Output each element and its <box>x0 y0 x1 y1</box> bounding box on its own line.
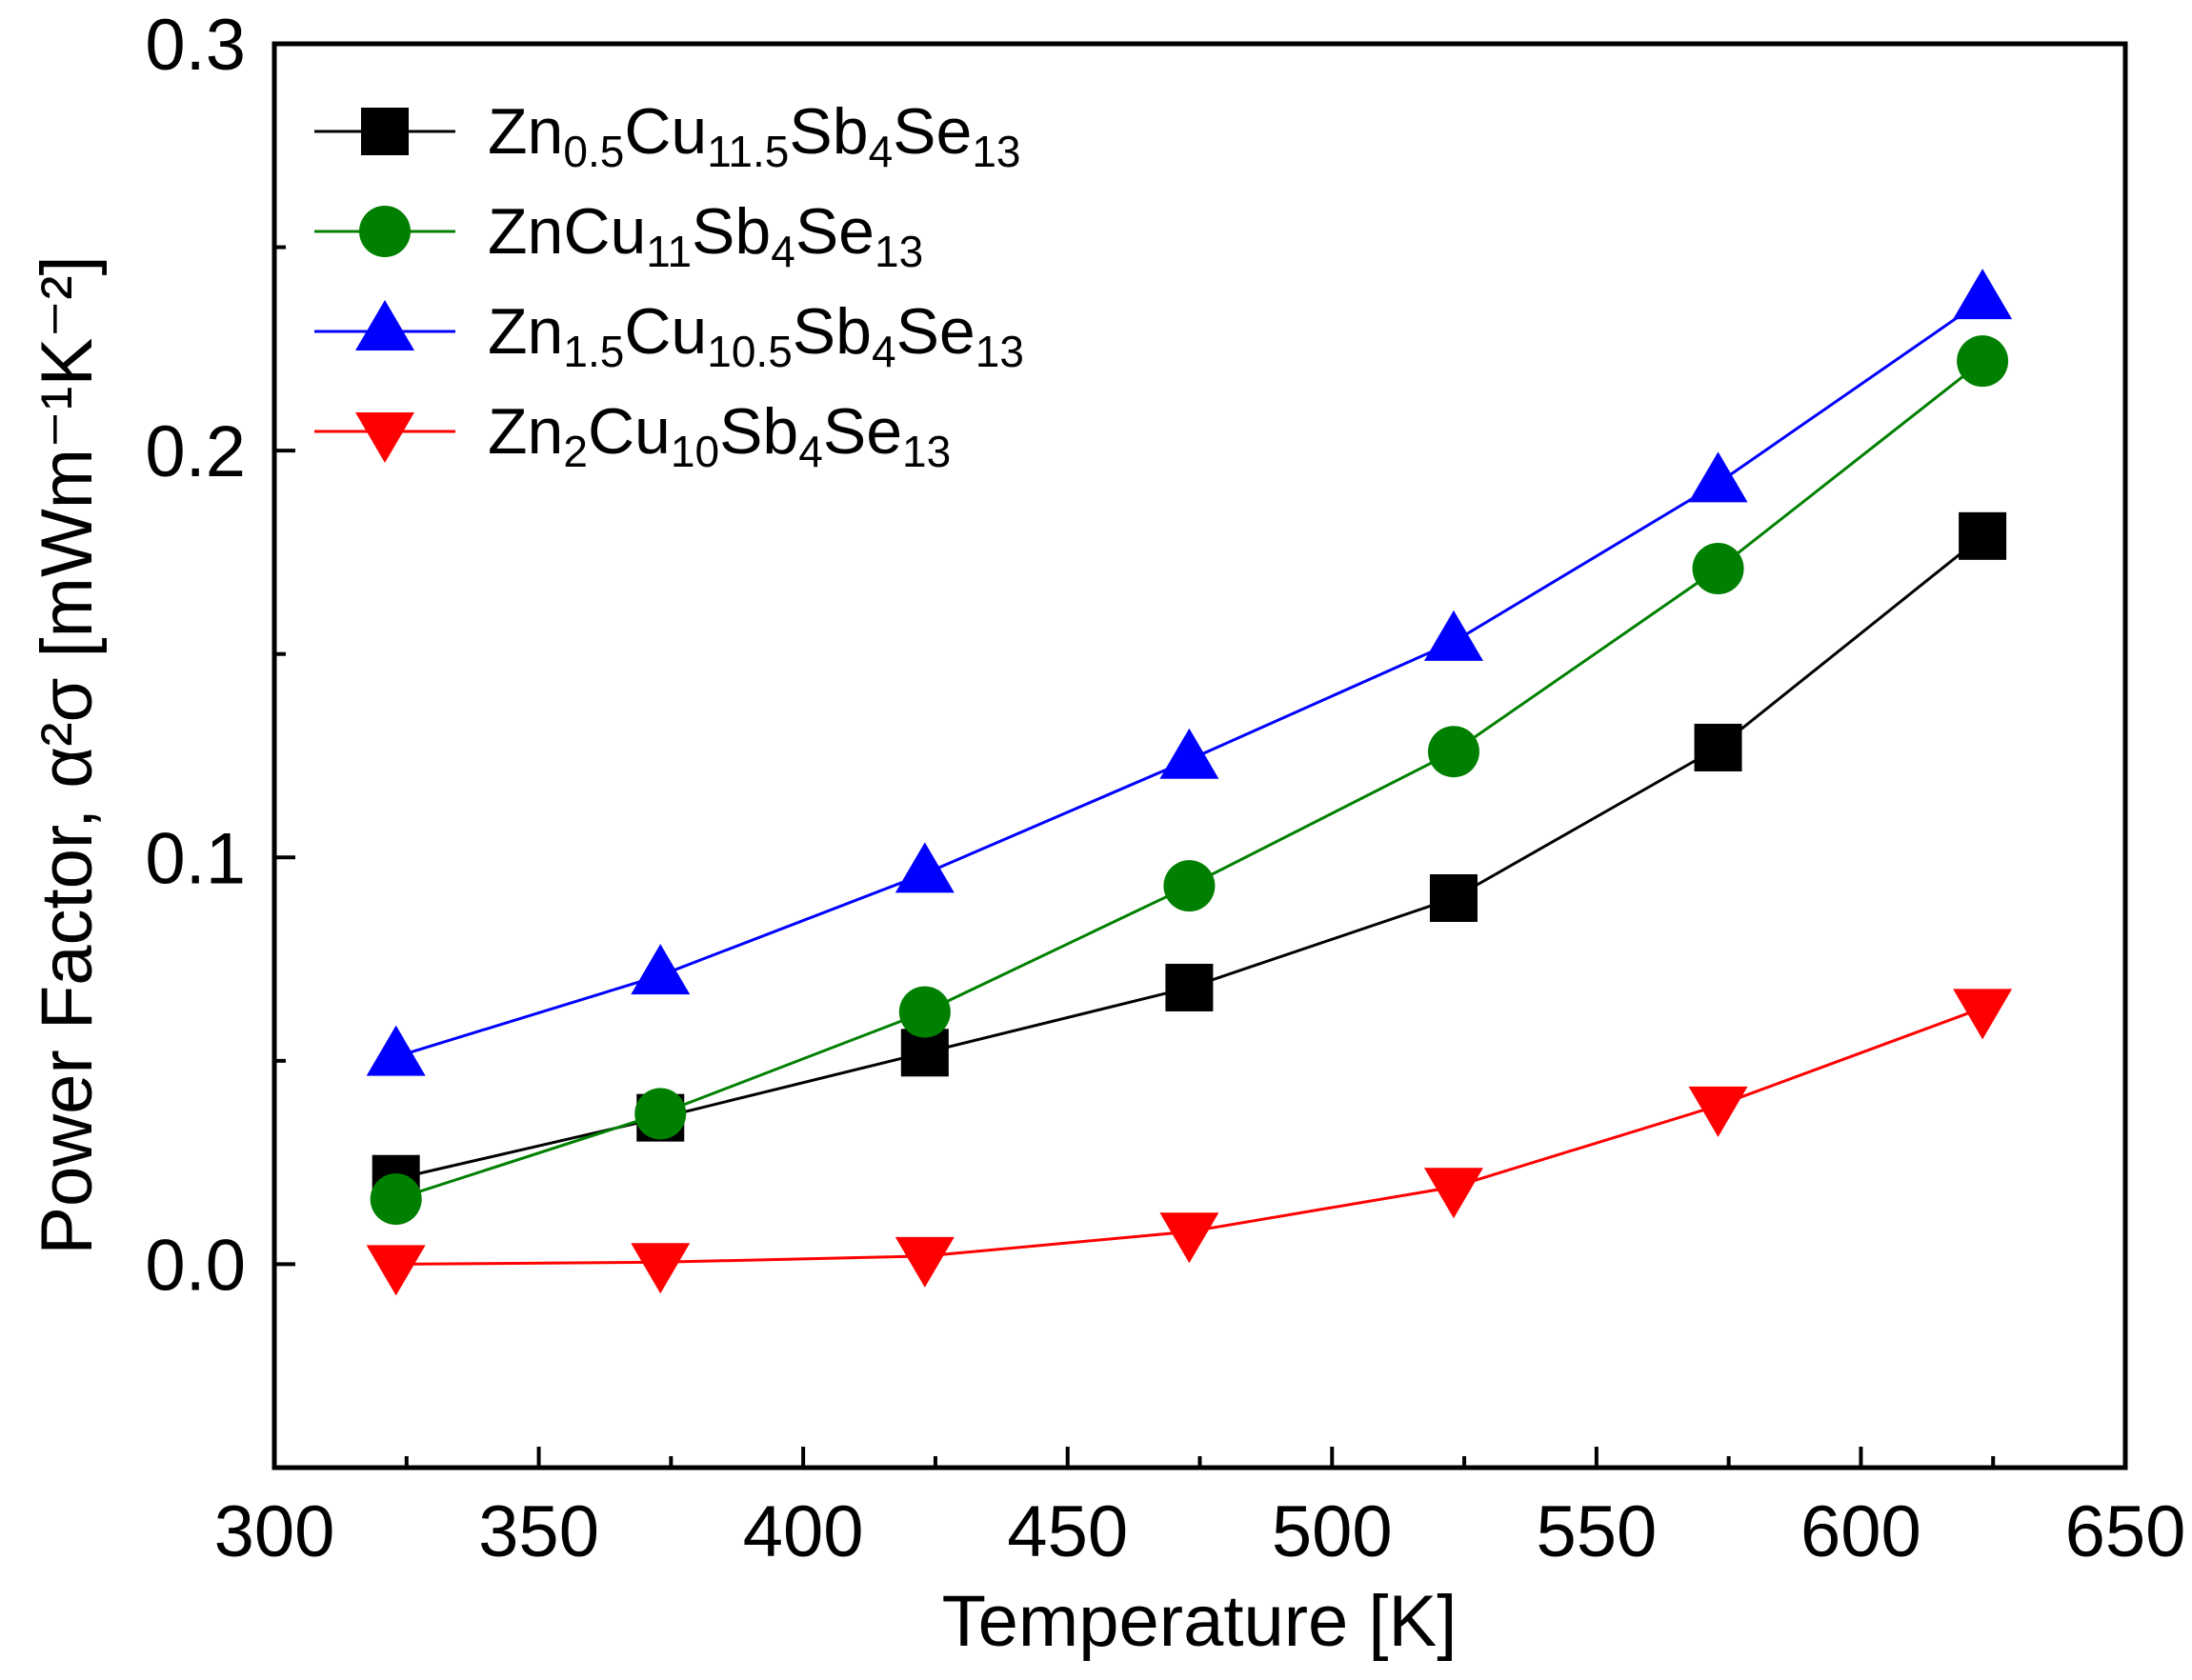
series-layer <box>366 269 2013 1296</box>
series-3 <box>366 269 2013 1076</box>
legend-marker <box>361 108 409 155</box>
y-tick-label: 0.2 <box>145 411 246 492</box>
data-point <box>1959 511 2007 560</box>
data-point <box>631 944 691 995</box>
data-point <box>1957 335 2009 388</box>
ticks-layer: 300 350 400 450 500 550 600 650 0.0 0.1 0.2 0.3 <box>145 5 2185 1572</box>
y-tick-label: 0.0 <box>145 1225 246 1306</box>
data-point <box>366 1245 426 1296</box>
data-point <box>1159 1212 1219 1264</box>
data-point <box>895 1236 955 1288</box>
x-tick-label: 600 <box>1800 1491 1921 1572</box>
legend-marker <box>355 412 414 463</box>
x-axis-title: Temperature [K] <box>942 1581 1458 1662</box>
x-tick-label: 550 <box>1536 1491 1657 1572</box>
x-tick-label: 650 <box>2065 1491 2186 1572</box>
data-point <box>1692 543 1744 595</box>
legend: Zn0.5Cu11.5Sb4Se13 ZnCu11Sb4Se13 Zn1.5Cu10… <box>314 95 1024 476</box>
x-tick-label: 400 <box>743 1491 864 1572</box>
data-point <box>1429 874 1478 922</box>
legend-marker <box>359 206 411 257</box>
data-point <box>370 1173 422 1226</box>
legend-label: Zn1.5Cu10.5Sb4Se13 <box>488 295 1024 376</box>
legend-label: Zn0.5Cu11.5Sb4Se13 <box>488 95 1021 176</box>
x-tick-label: 500 <box>1272 1491 1393 1572</box>
data-point <box>1688 451 1748 503</box>
x-tick-label: 450 <box>1007 1491 1128 1572</box>
y-tick-label: 0.1 <box>145 818 246 899</box>
data-point <box>1688 1086 1748 1137</box>
data-point <box>634 1088 687 1140</box>
data-point <box>1953 269 2013 320</box>
series-2 <box>370 335 2009 1226</box>
legend-marker <box>355 300 414 350</box>
legend-item-1: Zn0.5Cu11.5Sb4Se13 <box>314 95 1021 176</box>
legend-item-2: ZnCu11Sb4Se13 <box>314 195 923 276</box>
series-4 <box>366 989 2013 1296</box>
data-point <box>366 1025 426 1076</box>
data-point <box>1165 963 1214 1011</box>
legend-label: Zn2Cu10Sb4Se13 <box>488 395 951 476</box>
legend-item-3: Zn1.5Cu10.5Sb4Se13 <box>314 295 1024 376</box>
data-point <box>1423 610 1483 661</box>
legend-label: ZnCu11Sb4Se13 <box>488 195 923 276</box>
y-axis-title: Power Factor, α²σ [mWm⁻¹K⁻²] <box>27 255 108 1254</box>
data-point <box>1694 723 1742 771</box>
data-point <box>1427 726 1479 778</box>
data-point <box>1953 989 2013 1040</box>
data-point <box>1163 860 1216 912</box>
data-point <box>895 842 955 893</box>
data-point <box>631 1243 691 1294</box>
data-point <box>1423 1168 1483 1219</box>
x-tick-label: 300 <box>214 1491 335 1572</box>
data-point <box>898 986 951 1038</box>
legend-item-4: Zn2Cu10Sb4Se13 <box>314 395 951 476</box>
y-tick-label: 0.3 <box>145 5 246 86</box>
x-tick-label: 350 <box>478 1491 599 1572</box>
data-point <box>1159 728 1219 779</box>
